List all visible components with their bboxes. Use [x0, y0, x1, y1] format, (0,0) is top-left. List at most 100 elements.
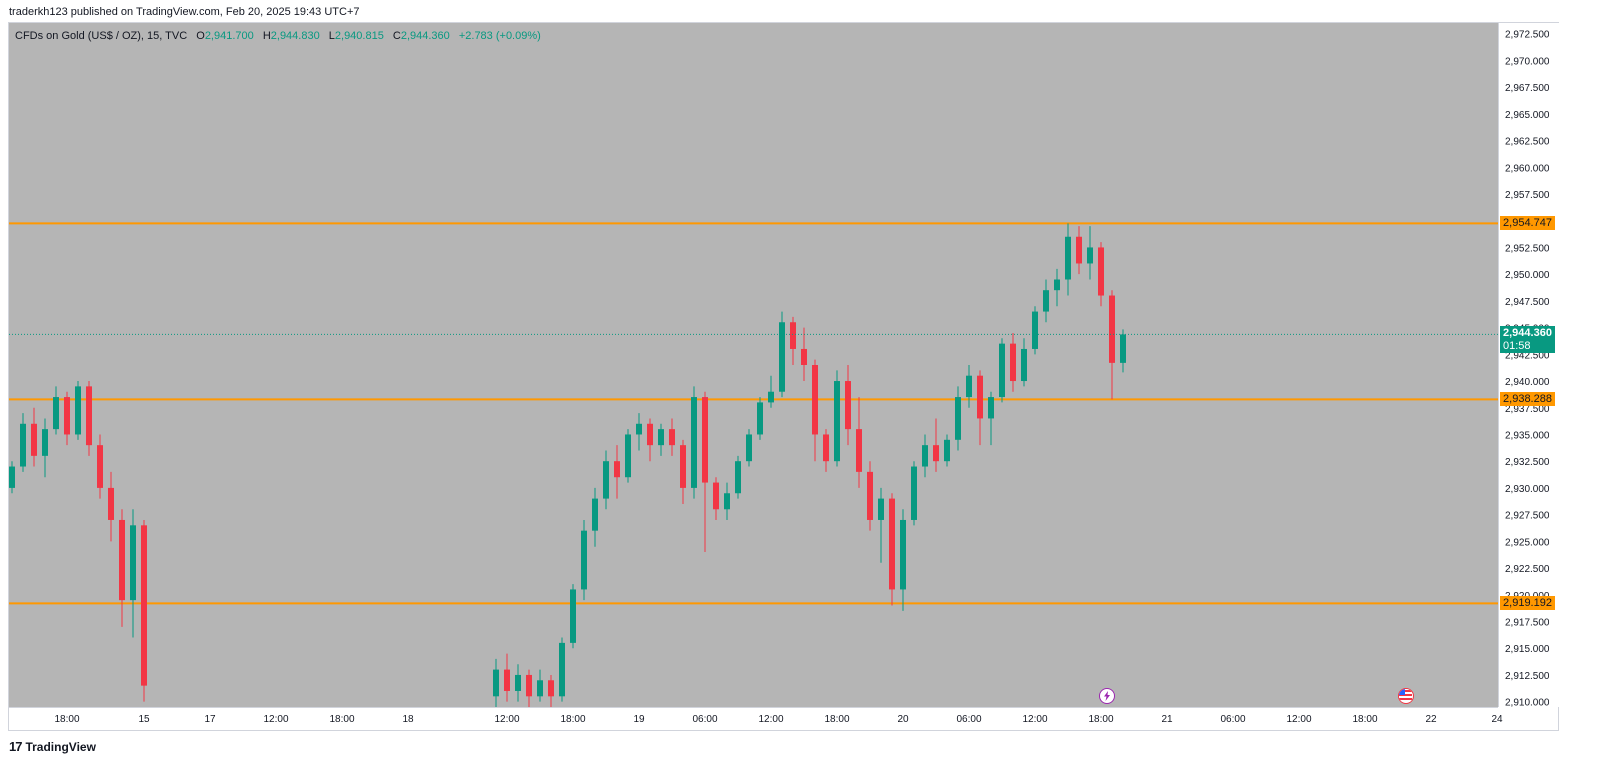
x-tick-label: 18 [402, 714, 414, 725]
candle-body [592, 498, 598, 531]
candle-body [31, 423, 37, 456]
candle-body [1043, 290, 1049, 312]
candle-body [636, 423, 642, 435]
candle-body [130, 525, 136, 601]
x-tick-label: 12:00 [758, 714, 783, 725]
candle-body [625, 434, 631, 478]
candle-body [845, 381, 851, 430]
candle-body [966, 375, 972, 398]
candle [823, 429, 829, 472]
candle [845, 365, 851, 446]
x-tick-label: 15 [138, 714, 150, 725]
time-axis[interactable] [9, 707, 1498, 730]
y-tick-label: 2,965.000 [1505, 110, 1550, 121]
candle-body [614, 461, 620, 478]
x-tick-label: 18:00 [1088, 714, 1113, 725]
candle-body [1021, 348, 1027, 382]
candle [1120, 329, 1126, 373]
level-price-label-2: 2,938.288 [1500, 392, 1555, 407]
candle-body [53, 397, 59, 430]
x-tick-labels: 18:00 15 17 12:00 18:00 18 12:00 18:00 19 06:00 12… [54, 714, 1503, 725]
candle-body [922, 445, 928, 467]
candle-body [790, 322, 796, 349]
candle [867, 461, 873, 531]
x-tick-label: 20 [897, 714, 909, 725]
change-value: +2.783 (+0.09%) [458, 30, 541, 42]
candles [9, 223, 1126, 707]
candle [944, 434, 950, 467]
symbol-legend[interactable]: CFDs on Gold (US$ / OZ), 15, TVC O2,941.… [15, 30, 541, 42]
candle [526, 669, 532, 707]
candle [713, 477, 719, 520]
candle [1098, 242, 1104, 307]
y-tick-label: 2,960.000 [1505, 163, 1550, 174]
candle-body [647, 423, 653, 446]
candle-body [1065, 236, 1071, 280]
candle [746, 429, 752, 467]
candle-body [724, 493, 730, 510]
x-tick-label: 06:00 [692, 714, 717, 725]
y-tick-label: 2,935.000 [1505, 430, 1550, 441]
y-tick-label: 2,910.000 [1505, 698, 1550, 709]
y-tick-label: 2,937.500 [1505, 404, 1550, 415]
price-axis[interactable] [1498, 23, 1559, 707]
candle [636, 413, 642, 451]
candle [900, 509, 906, 611]
candle [86, 381, 92, 456]
candle [20, 413, 26, 472]
candle [878, 487, 884, 563]
x-tick-label: 18:00 [54, 714, 79, 725]
candle-body [548, 680, 554, 697]
candle-body [867, 471, 873, 520]
candle-body [713, 482, 719, 510]
y-tick-label: 2,940.000 [1505, 377, 1550, 388]
candle [999, 338, 1005, 403]
candle [977, 370, 983, 446]
x-tick-label: 19 [633, 714, 645, 725]
y-tick-label: 2,925.000 [1505, 537, 1550, 548]
candle [614, 445, 620, 499]
x-tick-label: 18:00 [329, 714, 354, 725]
candle [966, 365, 972, 408]
candle-body [526, 674, 532, 697]
candle [31, 407, 37, 467]
candle-body [504, 669, 510, 691]
candle-body [691, 397, 697, 488]
y-tick-label: 2,970.000 [1505, 56, 1550, 67]
candle-body [658, 429, 664, 446]
candle-body [20, 423, 26, 467]
candle [988, 391, 994, 446]
candle [889, 493, 895, 606]
candle-body [1098, 247, 1104, 296]
candle-body [977, 375, 983, 419]
candle [955, 386, 961, 451]
candle-body [1010, 343, 1016, 382]
candle-body [108, 487, 114, 520]
chart-plot-area[interactable] [9, 23, 1498, 707]
candle-body [1076, 236, 1082, 264]
candle-body [988, 397, 994, 419]
candle [658, 423, 664, 456]
candle-body [944, 439, 950, 462]
candle [1076, 226, 1082, 275]
candle [1010, 332, 1016, 392]
candle [625, 429, 631, 483]
x-tick-label: 18:00 [1352, 714, 1377, 725]
candle-body [1109, 295, 1115, 363]
candle [911, 461, 917, 526]
candle [9, 461, 15, 494]
candle [559, 637, 565, 702]
y-tick-label: 2,932.500 [1505, 457, 1550, 468]
x-tick-label: 12:00 [1286, 714, 1311, 725]
candle [856, 397, 862, 488]
tradingview-logo-icon: 17 [9, 739, 23, 754]
countdown-timer: 01:58 [1503, 340, 1531, 353]
us-flag-icon[interactable] [1398, 688, 1414, 704]
candle [603, 450, 609, 510]
lightning-icon[interactable] [1099, 688, 1115, 704]
tradingview-brand[interactable]: 17 TradingView [9, 739, 96, 754]
candle-body [768, 391, 774, 403]
y-tick-label: 2,912.500 [1505, 671, 1550, 682]
candle [647, 418, 653, 462]
